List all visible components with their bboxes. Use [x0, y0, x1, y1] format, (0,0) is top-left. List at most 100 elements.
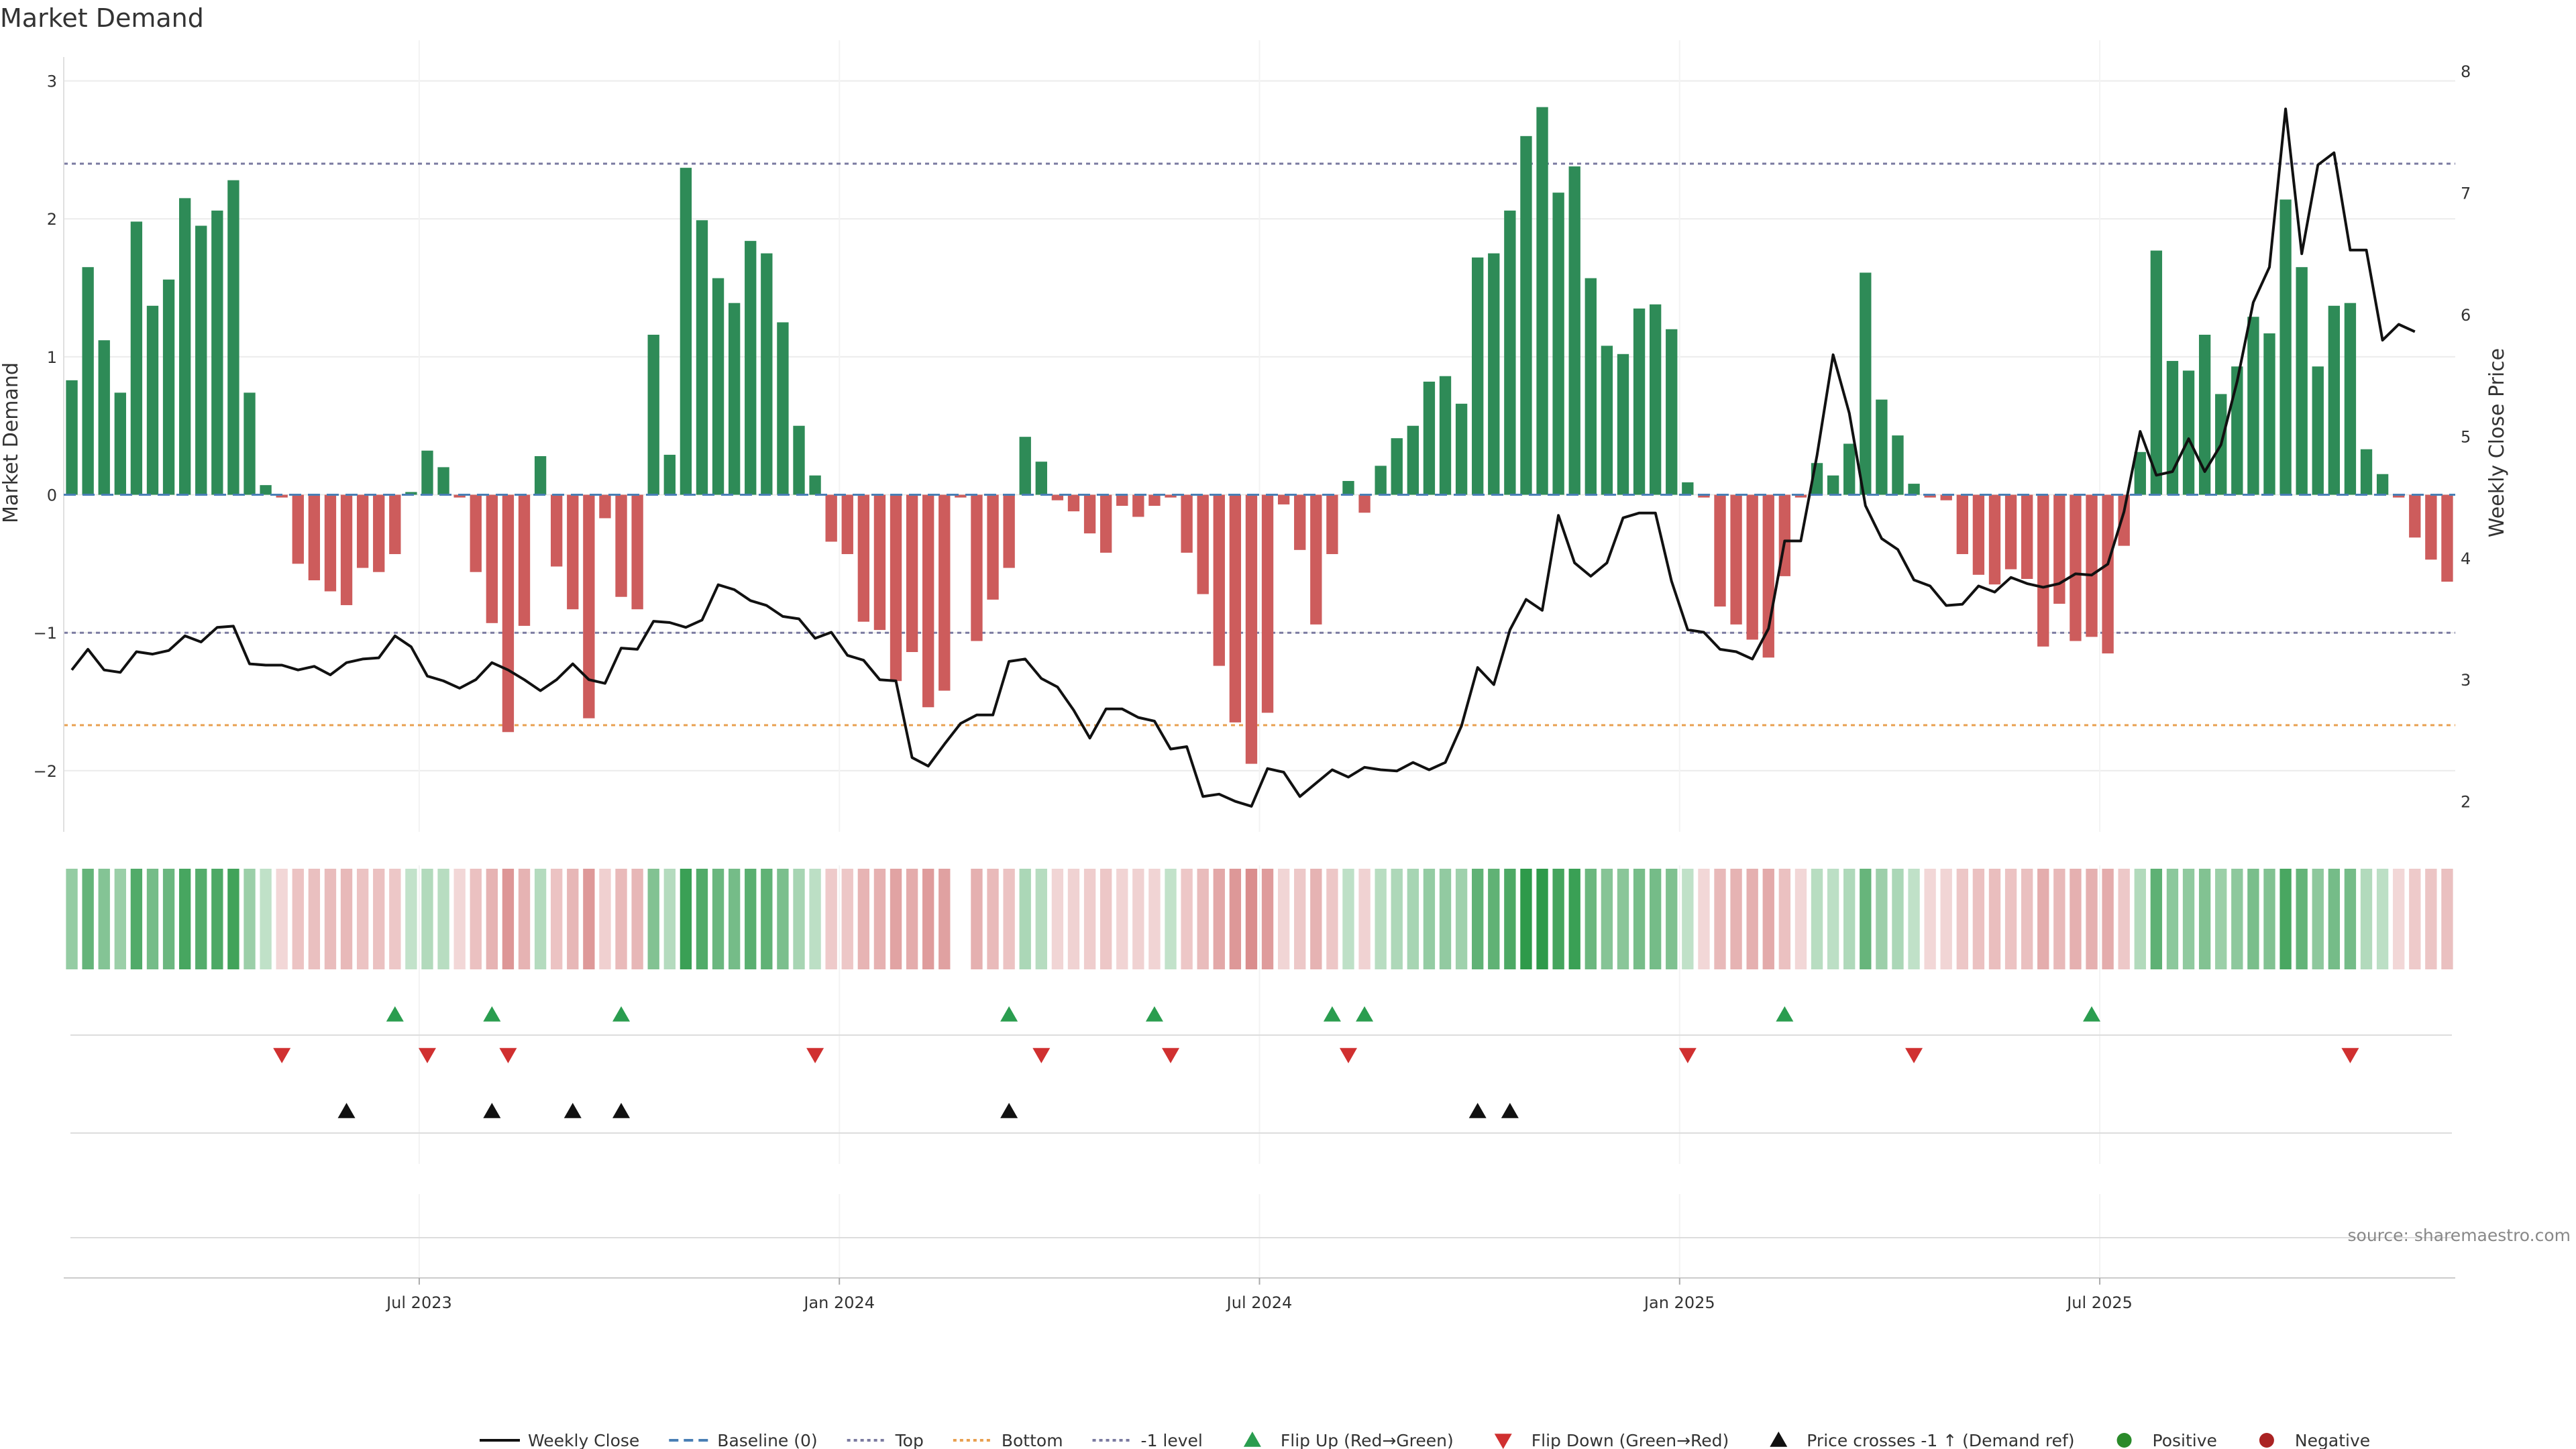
demand-bar: [1843, 443, 1855, 494]
demand-bar: [389, 495, 400, 554]
strip-cell: [777, 869, 788, 969]
legend-circle-glyph: [2117, 1433, 2132, 1448]
demand-bar: [1181, 495, 1192, 553]
strip-cell: [2409, 869, 2420, 969]
demand-bar: [260, 485, 271, 494]
strip-cell: [1262, 869, 1273, 969]
demand-bar: [922, 495, 934, 708]
price-cross-marker: [1469, 1103, 1487, 1118]
demand-bar: [1666, 329, 1677, 495]
legend-triangle-up-glyph: [1244, 1432, 1261, 1447]
market-demand-chart: Market Demand 3210−1−28765432 Jul 2023 Ja…: [0, 0, 2576, 1449]
price-cross-marker: [1501, 1103, 1519, 1118]
x-tick-label: Jan 2025: [1643, 1293, 1715, 1312]
demand-bar: [82, 267, 93, 494]
strip-cell: [276, 869, 288, 969]
demand-bar: [761, 254, 772, 495]
demand-bar: [1552, 193, 1564, 494]
demand-bar: [1876, 400, 1887, 495]
legend-triangle-down-glyph: [1495, 1434, 1512, 1449]
strip-cell: [1714, 869, 1725, 969]
y-tick-label: 3: [47, 72, 57, 91]
strip-cell: [1342, 869, 1354, 969]
demand-bar: [1278, 495, 1289, 504]
strip-cell: [535, 869, 546, 969]
y2-tick-label: 8: [2461, 62, 2471, 81]
strip-cell: [1650, 869, 1661, 969]
y2-tick-label: 7: [2461, 184, 2471, 203]
demand-bar: [1375, 466, 1386, 494]
demand-bar: [147, 306, 158, 495]
demand-bar: [1908, 484, 1919, 494]
strip-cell: [1068, 869, 1079, 969]
demand-bar: [567, 495, 578, 610]
strip-cell: [664, 869, 676, 969]
legend-label: Top: [895, 1431, 924, 1449]
strip-cell: [2231, 869, 2243, 969]
strip-cell: [1747, 869, 1758, 969]
strip-cell: [1552, 869, 1564, 969]
demand-bar: [809, 476, 820, 495]
flip-down-marker: [273, 1048, 290, 1063]
strip-cell: [809, 869, 820, 969]
demand-bar: [1892, 435, 1903, 494]
demand-bar: [292, 495, 304, 564]
demand-bar: [2263, 333, 2275, 495]
flip-up-marker: [1776, 1006, 1793, 1022]
strip-cell: [357, 869, 368, 969]
demand-bar: [1440, 376, 1451, 495]
strip-cell: [1116, 869, 1128, 969]
demand-bar: [1763, 495, 1774, 658]
demand-bar: [1310, 495, 1322, 625]
chart-title: Market Demand: [0, 3, 204, 33]
strip-cell: [1165, 869, 1176, 969]
strip-cell: [1084, 869, 1095, 969]
strip-cell: [874, 869, 885, 969]
demand-bar: [1132, 495, 1144, 517]
demand-bar: [971, 495, 982, 641]
demand-bar: [1084, 495, 1095, 534]
demand-bar: [599, 495, 610, 519]
demand-bar: [1957, 495, 1968, 554]
strip-cell: [486, 869, 498, 969]
y2-tick-label: 6: [2461, 306, 2471, 325]
demand-bar: [2279, 199, 2291, 494]
strip-cell: [567, 869, 578, 969]
demand-bar: [2247, 317, 2259, 494]
demand-bar: [842, 495, 853, 554]
flip-up-marker: [1000, 1006, 1018, 1022]
strip-cell: [1520, 869, 1532, 969]
price-cross-marker: [1000, 1103, 1018, 1118]
demand-bar: [826, 495, 837, 542]
y2-tick-label: 5: [2461, 427, 2471, 446]
strip-cell: [99, 869, 110, 969]
x-tick-label: Jan 2024: [802, 1293, 875, 1312]
strip-cell: [260, 869, 271, 969]
strip-cell: [2393, 869, 2404, 969]
demand-bar: [680, 168, 692, 494]
demand-bar: [195, 226, 207, 495]
strip-cell: [1424, 869, 1435, 969]
strip-cell: [292, 869, 304, 969]
flip-up-marker: [386, 1006, 404, 1022]
demand-bar: [2409, 495, 2420, 538]
strip-cell: [1326, 869, 1338, 969]
strip-cell: [1601, 869, 1613, 969]
strip-cell: [1569, 869, 1580, 969]
strip-cell: [1908, 869, 1919, 969]
legend-circle-glyph: [2259, 1433, 2274, 1448]
demand-bar: [874, 495, 885, 631]
demand-bar: [421, 451, 433, 495]
demand-bar: [486, 495, 498, 623]
demand-bar: [227, 180, 239, 495]
strip-cell: [2021, 869, 2033, 969]
demand-bar: [244, 392, 255, 494]
demand-bar: [1520, 136, 1532, 495]
demand-bar: [1488, 254, 1499, 495]
y2-axis-label: Weekly Close Price: [2485, 348, 2509, 537]
legend-item: Negative: [2259, 1431, 2370, 1449]
demand-bar: [1456, 404, 1467, 495]
strip-cell: [1779, 869, 1790, 969]
flip-down-marker: [1162, 1048, 1179, 1063]
strip-cell: [2312, 869, 2324, 969]
